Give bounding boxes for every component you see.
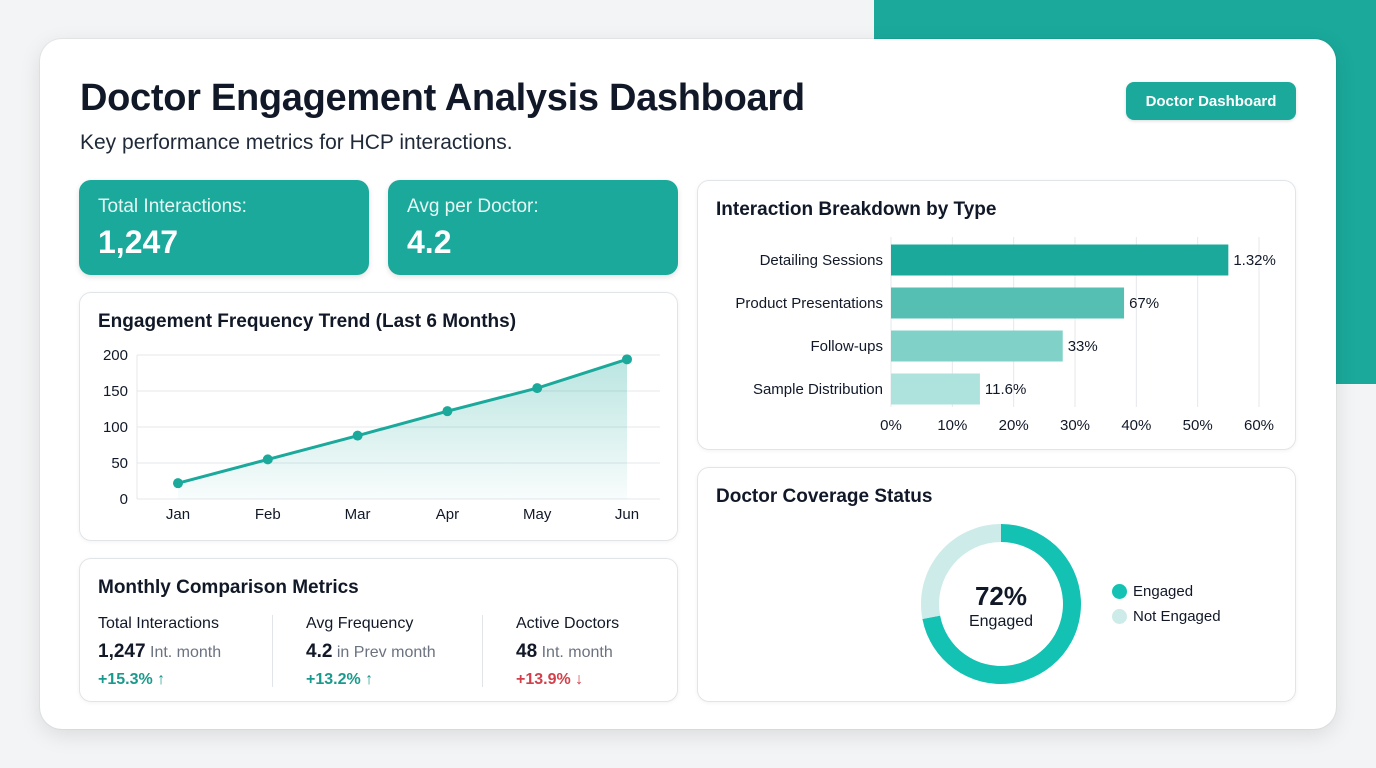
bar-chart: 0% 10% 20% 30% 40% 50% 60% Detailing Sessions 1.…	[735, 237, 1276, 434]
bar-category-label: Follow-ups	[810, 338, 883, 355]
bar-data-label: 67%	[1129, 295, 1159, 312]
legend-swatch	[1112, 609, 1127, 624]
x-tick-label: Jan	[166, 506, 190, 523]
bar-data-label: 11.6%	[985, 381, 1026, 398]
data-point	[622, 354, 632, 365]
x-tick-label: Jun	[615, 506, 639, 523]
bar	[891, 287, 1125, 319]
kpi-label: Avg per Doctor:	[407, 196, 539, 217]
bar-category-label: Sample Distribution	[753, 381, 883, 398]
data-point	[352, 430, 363, 441]
comparison-panel-title: Monthly Comparison Metrics	[98, 577, 359, 598]
y-tick-label: 0	[120, 491, 128, 508]
bar	[891, 373, 980, 405]
data-point	[262, 454, 273, 465]
x-tick-label: Mar	[345, 506, 371, 523]
page-title: Doctor Engagement Analysis Dashboard	[80, 77, 805, 119]
y-tick-label: 150	[103, 383, 128, 400]
metric-total-interactions: Total Interactions 1,247 Int. month +15.…	[98, 615, 221, 689]
kpi-label: Total Interactions:	[98, 196, 247, 217]
x-tick-label: 10%	[937, 417, 967, 434]
donut-chart: 72% Engaged	[921, 524, 1081, 684]
trend-line	[177, 357, 628, 485]
kpi-value: 4.2	[407, 224, 452, 260]
x-tick-label: 40%	[1121, 417, 1151, 434]
metric-delta: +13.2% ↑	[306, 671, 374, 688]
bar-category-label: Detailing Sessions	[760, 252, 883, 269]
line-chart: 0 50 100 150 200 Jan Feb Mar Apr May Jun	[103, 347, 660, 523]
legend-label: Not Engaged	[1133, 608, 1221, 625]
page-subtitle: Key performance metrics for HCP interact…	[80, 131, 513, 154]
data-point	[173, 478, 183, 489]
breakdown-panel: Interaction Breakdown by Type 0% 10% 20% 30…	[697, 180, 1296, 450]
x-tick-label: Apr	[436, 506, 459, 523]
kpi-avg-per-doctor: Avg per Doctor: 4.2	[388, 180, 678, 275]
metric-divider	[482, 615, 483, 687]
trend-panel: Engagement Frequency Trend (Last 6 Month…	[79, 292, 678, 541]
kpi-total-interactions: Total Interactions: 1,247	[79, 180, 369, 275]
x-tick-label: 30%	[1060, 417, 1090, 434]
x-tick-label: May	[523, 506, 552, 523]
trend-panel-title: Engagement Frequency Trend (Last 6 Month…	[98, 311, 517, 332]
data-point	[442, 406, 453, 417]
bar-data-label: 33%	[1068, 338, 1098, 355]
x-tick-label: 60%	[1244, 417, 1274, 434]
donut-center-label: Engaged	[969, 613, 1033, 630]
kpi-value: 1,247	[98, 224, 179, 260]
donut-slice-not-engaged	[921, 524, 1001, 619]
metric-suffix: Int. month	[541, 644, 613, 661]
x-tick-label: 50%	[1183, 417, 1213, 434]
metric-avg-frequency: Avg Frequency 4.2 in Prev month +13.2% ↑	[306, 615, 436, 689]
doctor-dashboard-button[interactable]: Doctor Dashboard	[1126, 82, 1296, 120]
metric-value: 48	[516, 641, 538, 662]
bar-data-label: 1.32%	[1233, 252, 1276, 269]
metric-suffix: in Prev month	[336, 644, 436, 661]
coverage-panel-title: Doctor Coverage Status	[716, 486, 933, 507]
metric-label: Total Interactions	[98, 615, 219, 632]
donut-center-value: 72%	[975, 581, 1027, 611]
bar	[891, 330, 1063, 362]
data-point	[532, 383, 543, 394]
y-tick-label: 50	[111, 455, 128, 472]
x-tick-label: Feb	[255, 506, 281, 523]
comparison-panel: Monthly Comparison Metrics Total Interac…	[79, 558, 678, 702]
legend-engaged: Engaged	[1112, 583, 1193, 600]
breakdown-panel-title: Interaction Breakdown by Type	[716, 199, 997, 220]
bar	[891, 244, 1229, 276]
legend-swatch	[1112, 584, 1127, 599]
metric-value: 4.2	[306, 641, 333, 662]
metric-value: 1,247	[98, 641, 146, 662]
legend-label: Engaged	[1133, 583, 1194, 600]
metric-label: Active Doctors	[516, 615, 620, 632]
metric-delta: +13.9% ↓	[516, 671, 584, 688]
bar-category-label: Product Presentations	[735, 295, 883, 312]
y-tick-label: 100	[103, 419, 128, 436]
x-tick-label: 0%	[880, 417, 902, 434]
metric-divider	[272, 615, 273, 687]
y-tick-label: 200	[103, 347, 128, 364]
metric-label: Avg Frequency	[306, 615, 414, 632]
x-tick-label: 20%	[999, 417, 1029, 434]
metric-active-doctors: Active Doctors 48 Int. month +13.9% ↓	[516, 615, 619, 689]
coverage-panel: Doctor Coverage Status 72% Engaged Engag…	[697, 467, 1296, 702]
dashboard-card: Doctor Engagement Analysis Dashboard Key…	[40, 39, 1336, 729]
metric-suffix: Int. month	[150, 644, 222, 661]
legend-not-engaged: Not Engaged	[1112, 608, 1221, 625]
metric-delta: +15.3% ↑	[98, 671, 166, 688]
